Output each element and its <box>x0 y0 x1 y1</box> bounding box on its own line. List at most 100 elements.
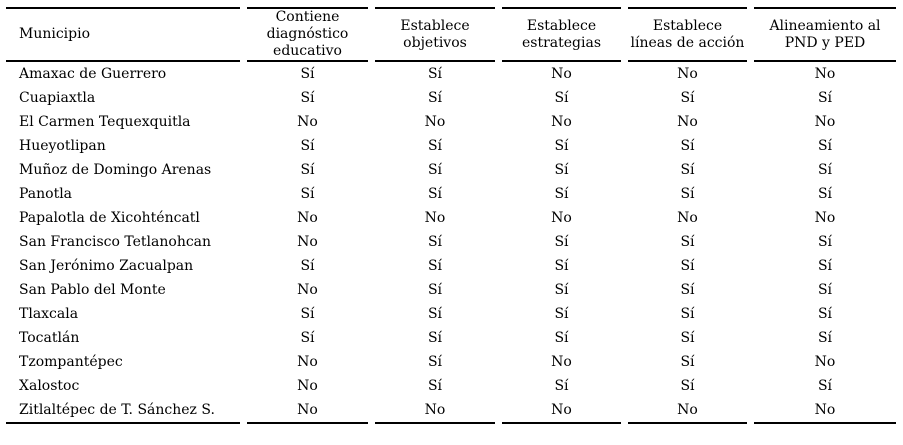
yes-no-cell: Sí <box>680 162 695 179</box>
yes-no-cell: Sí <box>817 258 833 275</box>
yes-no-cell: Sí <box>680 378 695 395</box>
yes-no-cell: Sí <box>427 282 443 299</box>
yes-no-cell: Sí <box>427 330 443 347</box>
yes-no-cell: Sí <box>554 138 569 155</box>
yes-no-cell: Sí <box>554 234 569 251</box>
yes-no-cell: Sí <box>817 138 833 155</box>
yes-no-cell: Sí <box>554 162 569 179</box>
yes-no-cell: No <box>502 398 621 425</box>
municipio-name: Muñoz de Domingo Arenas <box>19 162 212 179</box>
municipio-name: San Francisco Tetlanohcan <box>19 234 212 251</box>
yes-no-cell: Sí <box>817 90 833 107</box>
yes-no-cell: No <box>297 210 318 227</box>
yes-no-cell: No <box>375 398 495 425</box>
yes-no-cell: Sí <box>300 66 315 83</box>
yes-no-cell: Sí <box>680 234 695 251</box>
table-row: Tocatlán Sí Sí Sí Sí Sí <box>6 326 896 350</box>
yes-no-cell: Sí <box>680 282 695 299</box>
yes-no-cell: No <box>247 398 368 425</box>
table-row: El Carmen Tequexquitla No No No No No <box>6 110 896 134</box>
yes-no-cell: Sí <box>300 330 315 347</box>
yes-no-cell: Sí <box>427 234 443 251</box>
yes-no-cell: Sí <box>554 306 569 323</box>
yes-no-cell: Sí <box>817 378 833 395</box>
yes-no-cell: Sí <box>427 138 443 155</box>
yes-no-cell: Sí <box>554 90 569 107</box>
yes-no-cell: Sí <box>680 258 695 275</box>
table-row: Cuapiaxtla Sí Sí Sí Sí Sí <box>6 86 896 110</box>
table-row: San Jerónimo Zacualpan Sí Sí Sí Sí Sí <box>6 254 896 278</box>
yes-no-cell: Sí <box>300 306 315 323</box>
yes-no-cell: Sí <box>554 282 569 299</box>
table-row: Xalostoc No Sí Sí Sí Sí <box>6 374 896 398</box>
table-row: Amaxac de Guerrero Sí Sí No No No <box>6 62 896 86</box>
table-row: Zitlaltépec de T. Sánchez S. No No No No No <box>6 398 896 425</box>
yes-no-cell: Sí <box>817 186 833 203</box>
column-header: Contiene diagnóstico educativo <box>247 7 368 63</box>
yes-no-cell: Sí <box>817 282 833 299</box>
municipio-name: Papalotla de Xicohténcatl <box>19 210 200 227</box>
yes-no-cell: No <box>297 282 318 299</box>
municipio-name: Tzompantépec <box>19 354 123 371</box>
yes-no-cell: Sí <box>680 138 695 155</box>
yes-no-cell: Sí <box>300 186 315 203</box>
yes-no-cell: Sí <box>427 258 443 275</box>
table-row: San Francisco Tetlanohcan No Sí Sí Sí Sí <box>6 230 896 254</box>
yes-no-cell: No <box>297 114 318 131</box>
yes-no-cell: Sí <box>554 330 569 347</box>
municipal-education-plans-table: Municipio Contiene diagnóstico educativo E… <box>0 7 903 425</box>
municipio-name: Cuapiaxtla <box>19 90 96 107</box>
yes-no-cell: Sí <box>427 306 443 323</box>
yes-no-cell: No <box>754 398 896 425</box>
municipio-name: Panotla <box>19 186 73 203</box>
yes-no-cell: Sí <box>817 330 833 347</box>
yes-no-cell: Sí <box>680 186 695 203</box>
table-row: Hueyotlipan Sí Sí Sí Sí Sí <box>6 134 896 158</box>
table-row: San Pablo del Monte No Sí Sí Sí Sí <box>6 278 896 302</box>
yes-no-cell: No <box>551 114 572 131</box>
yes-no-cell: No <box>677 210 698 227</box>
yes-no-cell: Sí <box>680 330 695 347</box>
yes-no-cell: Sí <box>680 90 695 107</box>
yes-no-cell: No <box>814 114 836 131</box>
yes-no-cell: No <box>677 114 698 131</box>
yes-no-cell: No <box>551 210 572 227</box>
municipio-name: Xalostoc <box>19 378 80 395</box>
column-header: Establece estrategias <box>502 7 621 63</box>
municipio-name: San Jerónimo Zacualpan <box>19 258 194 275</box>
yes-no-cell: No <box>551 354 572 371</box>
column-header: Alineamiento al PND y PED <box>754 7 896 63</box>
municipio-name: Amaxac de Guerrero <box>19 66 167 83</box>
yes-no-cell: Sí <box>817 162 833 179</box>
table-row: Tzompantépec No Sí No Sí No <box>6 350 896 374</box>
yes-no-cell: Sí <box>427 186 443 203</box>
table-row: Papalotla de Xicohténcatl No No No No No <box>6 206 896 230</box>
column-header: Establece objetivos <box>375 7 495 63</box>
municipio-name: Tocatlán <box>19 330 80 347</box>
municipio-name: El Carmen Tequexquitla <box>19 114 191 131</box>
yes-no-cell: No <box>814 210 836 227</box>
yes-no-cell: Sí <box>554 186 569 203</box>
municipio-name: San Pablo del Monte <box>19 282 166 299</box>
yes-no-cell: No <box>551 66 572 83</box>
header-row: Municipio Contiene diagnóstico educativo E… <box>6 7 896 63</box>
yes-no-cell: Sí <box>300 90 315 107</box>
yes-no-cell: No <box>297 378 318 395</box>
yes-no-cell: Sí <box>427 66 443 83</box>
yes-no-cell: Sí <box>427 90 443 107</box>
yes-no-cell: Sí <box>427 354 443 371</box>
yes-no-cell: Sí <box>427 162 443 179</box>
yes-no-cell: No <box>677 66 698 83</box>
table-row: Panotla Sí Sí Sí Sí Sí <box>6 182 896 206</box>
table-body: Amaxac de Guerrero Sí Sí No No No Cuapiaxtla Sí… <box>6 62 896 425</box>
yes-no-cell: Sí <box>817 234 833 251</box>
yes-no-cell: No <box>424 210 446 227</box>
municipio-name: Hueyotlipan <box>19 138 106 155</box>
yes-no-cell: No <box>628 398 747 425</box>
yes-no-cell: Sí <box>300 258 315 275</box>
yes-no-cell: No <box>814 66 836 83</box>
yes-no-cell: No <box>424 114 446 131</box>
yes-no-cell: No <box>297 354 318 371</box>
table-row: Muñoz de Domingo Arenas Sí Sí Sí Sí Sí <box>6 158 896 182</box>
yes-no-cell: Sí <box>554 378 569 395</box>
